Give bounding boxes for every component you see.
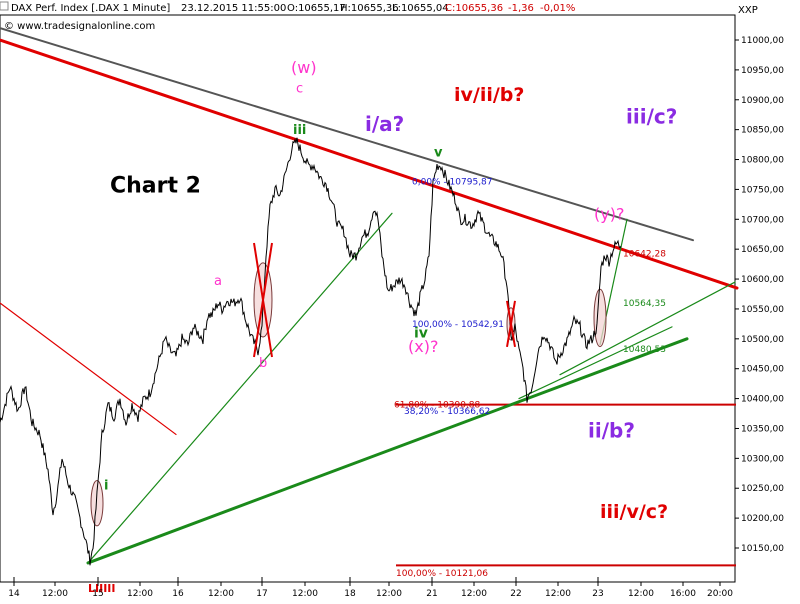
- x-tick-label: 12:00: [127, 589, 153, 599]
- axis-layer: 11000,00 10950,00 10900,00 10850,00 10800,00…: [8, 36, 784, 599]
- price-line: [0, 137, 622, 566]
- y-tick-label: 10400,00: [741, 395, 784, 405]
- y-tick-label: 10850,00: [741, 126, 784, 136]
- y-tick-label: 10550,00: [741, 305, 784, 315]
- fib-label: 38,20% - 10366,62: [404, 407, 490, 417]
- y-tick-label: 10650,00: [741, 245, 784, 255]
- chart-header-icon: [0, 1, 9, 11]
- bottom-marker: LIIIII: [88, 582, 115, 595]
- x-tick-label: 18: [344, 589, 356, 599]
- y-tick-label: 10700,00: [741, 215, 784, 225]
- wave-label: iv: [414, 326, 428, 342]
- trendline-green-right-2: [559, 281, 736, 376]
- y-tick-label: 10600,00: [741, 275, 784, 285]
- value-label: 10480,53: [623, 345, 666, 355]
- y-tick-label: 10750,00: [741, 185, 784, 195]
- trendline-gray-channel: [0, 27, 694, 242]
- highlight-ellipse-15: [90, 479, 104, 527]
- low-value: L:10655,04: [392, 3, 449, 14]
- open-value: O:10655,17: [287, 3, 346, 14]
- x-tick-label: 17: [256, 589, 267, 599]
- x-tick-label: 15: [92, 589, 103, 599]
- wave-label: iii: [293, 123, 306, 138]
- change-percent: -0,01%: [540, 3, 575, 14]
- wave-label: iii/v/c?: [600, 501, 668, 523]
- x-tick-label: 12:00: [545, 589, 571, 599]
- currency-label: XXP: [738, 5, 758, 16]
- x-tick-label: 12:00: [42, 589, 68, 599]
- x-tick-label: 22: [510, 589, 521, 599]
- wave-label: ii/b?: [588, 418, 635, 442]
- x-tick-label: 12:00: [461, 589, 487, 599]
- trendline-green-mid: [87, 212, 393, 564]
- cross-layer: [253, 242, 516, 358]
- wave-label: iv/ii/b?: [454, 84, 524, 106]
- wave-label: v: [434, 146, 443, 161]
- timestamp: 23.12.2015 11:55:00: [181, 3, 286, 14]
- wave-label: (w): [291, 58, 317, 77]
- x-tick-label: 21: [426, 589, 437, 599]
- trendline-red-short: [0, 302, 177, 436]
- instrument-name: DAX Perf. Index [.DAX 1 Minute]: [11, 3, 170, 14]
- wave-label: i: [104, 478, 108, 493]
- x-tick-label: 16:00: [670, 589, 696, 599]
- y-tick-label: 11000,00: [741, 36, 784, 46]
- plot-frame: [0, 14, 736, 583]
- cross-17-b: [253, 242, 273, 358]
- y-tick-label: 10200,00: [741, 514, 784, 524]
- fib-label: 100,00% - 10121,06: [396, 569, 488, 579]
- watermark: © www.tradesignalonline.com: [4, 21, 155, 32]
- wave-label: c: [296, 82, 303, 97]
- x-tick-label: 20:00: [707, 589, 733, 599]
- x-tick-label: 14: [8, 589, 20, 599]
- value-label: 10564,35: [623, 299, 666, 309]
- fib-label: 0,00% - 10795,87: [412, 178, 493, 188]
- change-value: -1,36: [508, 3, 534, 14]
- x-tick-label: 12:00: [376, 589, 402, 599]
- y-tick-label: 10350,00: [741, 424, 784, 434]
- y-tick-label: 10300,00: [741, 454, 784, 464]
- label-layer: Chart 2 (w) c iii i/a? iv/ii/b? iii/c? v a b iv(x)…: [88, 58, 677, 595]
- x-tick-label: 16: [172, 589, 184, 599]
- x-tick-label: 12:00: [292, 589, 318, 599]
- fib-label: 61,80% - 10390,88: [394, 401, 481, 411]
- fib-label: 100,00% - 10542,91: [412, 320, 504, 330]
- wave-label: (x)?: [408, 337, 438, 356]
- value-label: 10642,28: [623, 249, 666, 259]
- highlight-ellipse-23: [593, 288, 607, 348]
- wave-label: a: [214, 274, 222, 289]
- wave-label: (y)?: [594, 204, 624, 223]
- price-layer: [0, 137, 622, 566]
- level-layer: [396, 403, 736, 567]
- y-tick-label: 10500,00: [741, 335, 784, 345]
- wave-label: Chart 2: [110, 173, 201, 198]
- y-tick-label: 10150,00: [741, 544, 784, 554]
- x-tick-label: 12:00: [208, 589, 234, 599]
- trendline-green-long: [86, 337, 689, 565]
- close-value: C:10655,36: [445, 3, 503, 14]
- y-tick-label: 10900,00: [741, 96, 784, 106]
- wave-label: i/a?: [365, 112, 404, 136]
- trendline-green-right-1: [518, 326, 673, 400]
- high-value: H:10655,36: [340, 3, 399, 14]
- y-tick-label: 10250,00: [741, 484, 784, 494]
- wave-label: b: [259, 356, 267, 371]
- wave-label: iii/c?: [626, 105, 677, 129]
- x-tick-label: 12:00: [628, 589, 654, 599]
- y-tick-label: 10950,00: [741, 66, 784, 76]
- y-tick-label: 10800,00: [741, 156, 784, 166]
- cross-22-b: [506, 300, 516, 348]
- x-tick-label: 23: [592, 589, 603, 599]
- chart-header: DAX Perf. Index [.DAX 1 Minute] 23.12.20…: [0, 1, 758, 16]
- y-tick-label: 10450,00: [741, 365, 784, 375]
